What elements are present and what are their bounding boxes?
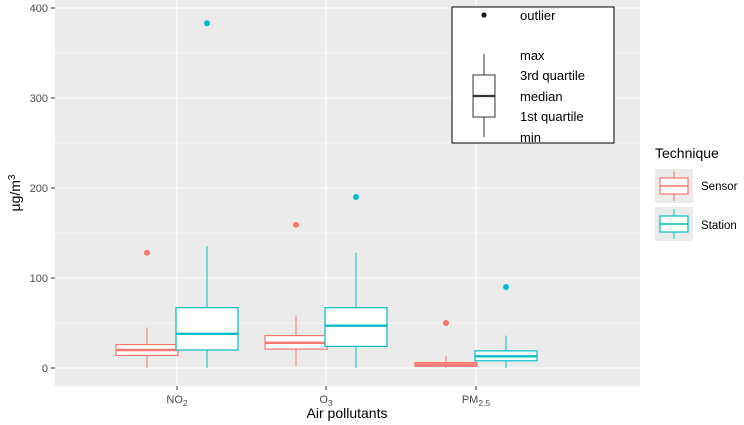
box-body <box>175 307 239 351</box>
key-label-q1: 1st quartile <box>520 109 584 124</box>
key-label-min: min <box>520 130 541 145</box>
box-station-2 <box>324 194 388 368</box>
legend-key-station <box>659 209 689 239</box>
box-groups <box>115 20 538 368</box>
legend-label-station: Station <box>701 220 737 232</box>
box-sensor-3 <box>414 320 478 368</box>
x-axis: NO2 O3 PM2.5 <box>166 386 490 408</box>
x-tick-label: O3 <box>319 394 333 408</box>
y-tick-label: 0 <box>42 363 48 375</box>
y-tick-label: 200 <box>30 183 48 195</box>
y-tick-label: 100 <box>30 273 48 285</box>
legend-title: Technique <box>655 145 719 161</box>
y-tick-label: 400 <box>30 3 48 15</box>
box-station-3 <box>474 284 538 368</box>
outlier-point <box>204 20 210 27</box>
key-label-outlier: outlier <box>520 8 556 23</box>
key-label-max: max <box>520 48 545 63</box>
box-body <box>324 307 388 348</box>
outlier-point <box>293 221 299 228</box>
outlier-point <box>503 284 509 290</box>
y-axis: 0 100 200 300 400 <box>30 3 55 375</box>
x-tick-label: PM2.5 <box>462 394 491 408</box>
legend-label-sensor: Sensor <box>701 181 738 193</box>
x-tick-label: NO2 <box>166 394 188 408</box>
box-station-1 <box>175 20 239 368</box>
y-tick-label: 300 <box>30 93 48 105</box>
legend-key-sensor <box>659 171 689 201</box>
legend-keys <box>659 171 689 239</box>
outlier-point <box>353 194 359 200</box>
legend: Technique Sensor Station <box>655 145 738 241</box>
x-axis-title: Air pollutants <box>307 405 388 421</box>
boxplot-key: outlier max 3rd quartile median 1st quar… <box>451 6 615 145</box>
key-label-q3: 3rd quartile <box>520 68 585 83</box>
outlier-point <box>144 249 150 256</box>
outlier-point <box>443 320 449 326</box>
key-label-median: median <box>520 89 563 104</box>
y-axis-title: µg/m3 <box>7 174 23 211</box>
key-outlier-dot <box>481 12 487 18</box>
box-sensor-2 <box>264 221 328 367</box>
